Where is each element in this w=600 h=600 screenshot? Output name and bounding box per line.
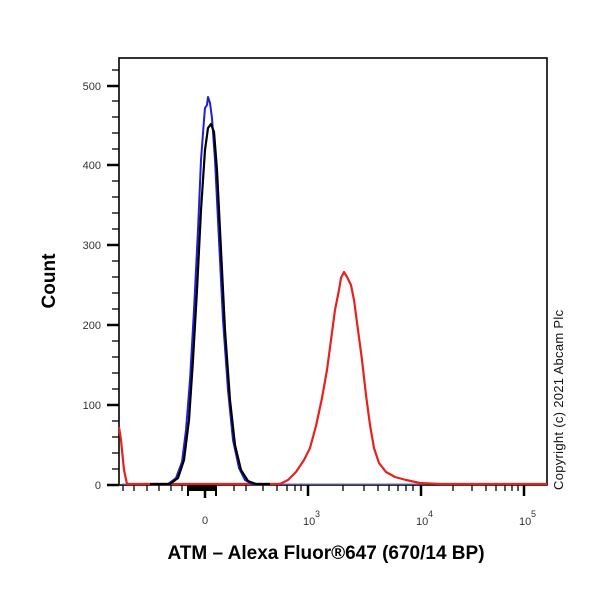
y-tick-labels: 0 100 200 300 400 500: [83, 81, 101, 492]
svg-text:400: 400: [83, 160, 101, 172]
svg-text:10: 10: [519, 516, 531, 528]
x-tick-labels: 0 103 104 105: [202, 509, 536, 528]
y-axis-title: Count: [39, 253, 60, 309]
svg-text:10: 10: [303, 516, 315, 528]
svg-text:200: 200: [83, 320, 101, 332]
svg-text:3: 3: [315, 509, 320, 519]
series-atm-antibody: [117, 270, 547, 486]
series-isotype: [150, 122, 270, 486]
svg-text:500: 500: [83, 81, 101, 93]
y-axis: [107, 69, 119, 487]
copyright-annotation: Copyright (c) 2021 Abcam Plc: [551, 309, 566, 490]
plot-frame: [118, 57, 548, 486]
svg-text:4: 4: [428, 509, 433, 519]
svg-text:0: 0: [202, 515, 208, 527]
svg-text:0: 0: [95, 480, 101, 492]
svg-text:10: 10: [416, 516, 428, 528]
x-axis-title: ATM – Alexa Fluor®647 (670/14 BP): [167, 543, 485, 564]
svg-text:5: 5: [531, 509, 536, 519]
x-axis: [122, 485, 526, 498]
svg-text:300: 300: [83, 240, 101, 252]
series-unstained: [150, 96, 270, 485]
svg-text:100: 100: [83, 400, 101, 412]
